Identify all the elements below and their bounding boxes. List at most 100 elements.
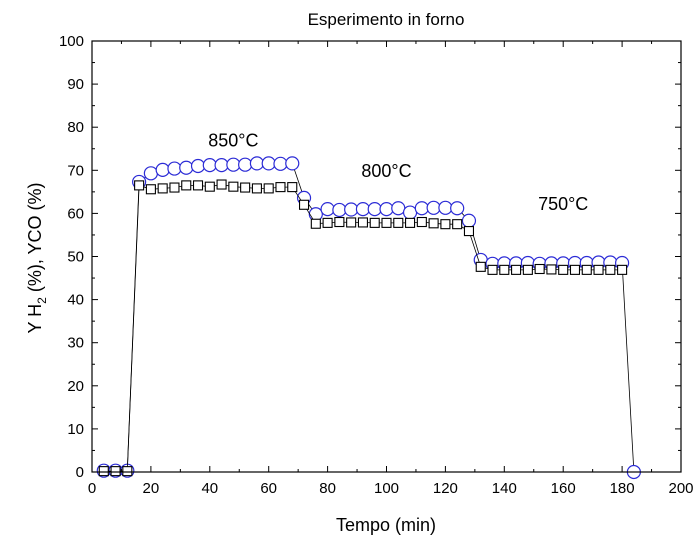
square-marker [98,466,109,477]
temperature-annotation: 850°C [208,131,258,151]
circle-marker [155,162,170,177]
square-marker [569,264,581,275]
square-marker [251,183,262,194]
square-marker [122,466,133,477]
square-marker [192,180,204,191]
circle-marker [391,201,406,216]
square-marker [204,181,215,192]
square-marker [275,182,286,193]
y-tick-label: 100 [59,33,84,50]
circle-marker [414,201,429,216]
circle-marker [332,202,347,218]
square-marker [511,264,522,275]
x-tick-label: 0 [88,480,96,497]
y-tick-label: 10 [67,421,84,438]
x-tick-label: 60 [260,480,277,497]
y-axis-label-subscript: 2 [35,297,49,304]
plot-frame [91,40,682,473]
square-marker [381,217,392,228]
square-marker [393,217,404,228]
square-marker [346,217,357,228]
circle-marker [438,200,453,215]
y-tick-label: 20 [67,378,84,395]
y-tick-label: 0 [76,464,84,481]
y-axis-label-prefix: Y H [25,304,45,334]
y-tick-label: 90 [67,76,84,93]
circle-marker [273,156,288,171]
x-tick-label: 40 [201,480,218,497]
square-marker [134,180,145,191]
square-marker [440,219,451,230]
square-marker [181,180,192,191]
square-marker [593,264,604,275]
y-axis-label: Y H2 (%), YCO (%) [25,182,49,333]
circle-marker [249,156,265,171]
circle-marker [214,158,229,173]
circle-marker [426,200,441,215]
x-tick-label: 80 [319,480,336,497]
temperature-annotation: 800°C [361,161,411,181]
circle-marker [143,166,158,181]
y-tick-label: 80 [67,119,84,136]
circle-marker [367,201,382,217]
x-tick-label: 200 [668,480,693,497]
x-tick-label: 20 [143,480,160,497]
square-marker [298,199,310,210]
square-marker [463,226,475,237]
square-marker [334,216,345,228]
y-tick-label: 50 [67,249,84,266]
circle-marker [202,158,217,173]
circle-marker [402,205,418,220]
x-axis-label: Tempo (min) [336,515,436,535]
square-marker [228,181,239,192]
circle-marker [355,201,371,217]
series-squares [98,179,628,477]
axis-layer: 0 20 40 60 80 100 120 140 160 180 200 0 10 20 30 40 50 60… [59,33,694,497]
annotation-layer: 850°C 800°C 750°C [208,131,588,214]
square-marker [310,218,321,229]
square-marker [558,264,569,275]
circle-marker [261,156,276,171]
x-tick-label: 140 [492,480,517,497]
square-marker [110,466,121,477]
y-tick-label: 30 [67,335,84,352]
x-tick-label: 120 [433,480,458,497]
square-marker [287,182,298,193]
y-tick-label: 40 [67,292,84,309]
square-marker [169,182,180,193]
series-layer [96,156,641,480]
square-marker [263,183,274,194]
square-marker [428,218,439,229]
square-marker [617,264,628,275]
square-marker [452,219,463,230]
square-marker [405,217,416,228]
circle-marker [190,158,206,174]
square-marker [322,217,333,228]
circle-marker [450,201,465,216]
x-tick-label: 180 [610,480,635,497]
square-marker [487,264,498,275]
square-marker [357,217,368,228]
circle-marker [379,201,394,217]
square-marker [499,264,510,275]
circle-marker [461,213,477,228]
y-tick-label: 60 [67,205,84,222]
circle-marker [320,201,335,217]
square-marker [157,183,168,194]
circle-marker [238,157,253,172]
y-axis-label-suffix: (%), YCO (%) [25,182,45,297]
square-marker [216,179,227,190]
square-marker [240,182,251,193]
square-marker [581,264,592,275]
square-marker [605,264,616,275]
square-marker [475,261,486,272]
circle-marker [344,202,359,217]
square-marker [522,264,533,275]
x-tick-label: 100 [374,480,399,497]
y-tick-label: 70 [67,162,84,179]
circle-marker [226,157,241,172]
x-tick-label: 160 [551,480,576,497]
square-marker [145,184,156,195]
temperature-annotation: 750°C [538,194,588,214]
